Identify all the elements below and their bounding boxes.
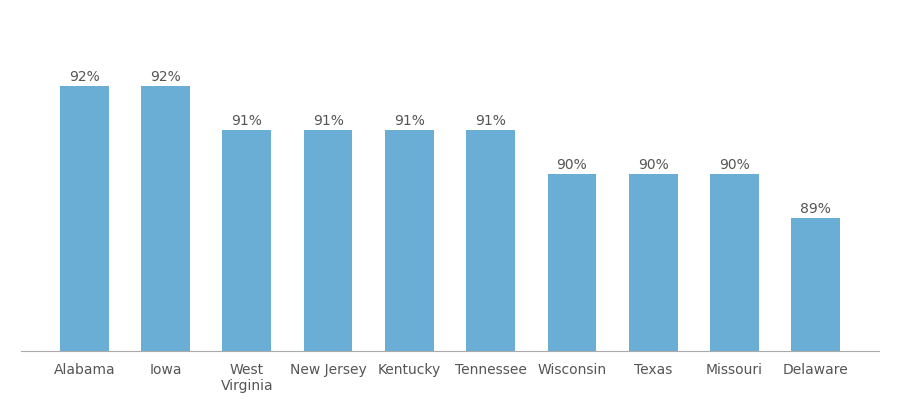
Bar bbox=[710, 175, 759, 413]
Bar bbox=[141, 87, 190, 413]
Bar bbox=[791, 219, 841, 413]
Text: 92%: 92% bbox=[69, 69, 100, 83]
Text: 91%: 91% bbox=[231, 114, 262, 127]
Text: 91%: 91% bbox=[475, 114, 506, 127]
Bar bbox=[629, 175, 678, 413]
Text: 92%: 92% bbox=[150, 69, 181, 83]
Text: 89%: 89% bbox=[800, 202, 832, 216]
Bar bbox=[547, 175, 597, 413]
Bar bbox=[466, 131, 515, 413]
Bar bbox=[59, 87, 109, 413]
Bar bbox=[222, 131, 271, 413]
Bar bbox=[303, 131, 353, 413]
Bar bbox=[385, 131, 434, 413]
Text: 91%: 91% bbox=[312, 114, 344, 127]
Text: 90%: 90% bbox=[556, 157, 588, 171]
Text: 91%: 91% bbox=[394, 114, 425, 127]
Text: 90%: 90% bbox=[638, 157, 669, 171]
Text: 90%: 90% bbox=[719, 157, 750, 171]
